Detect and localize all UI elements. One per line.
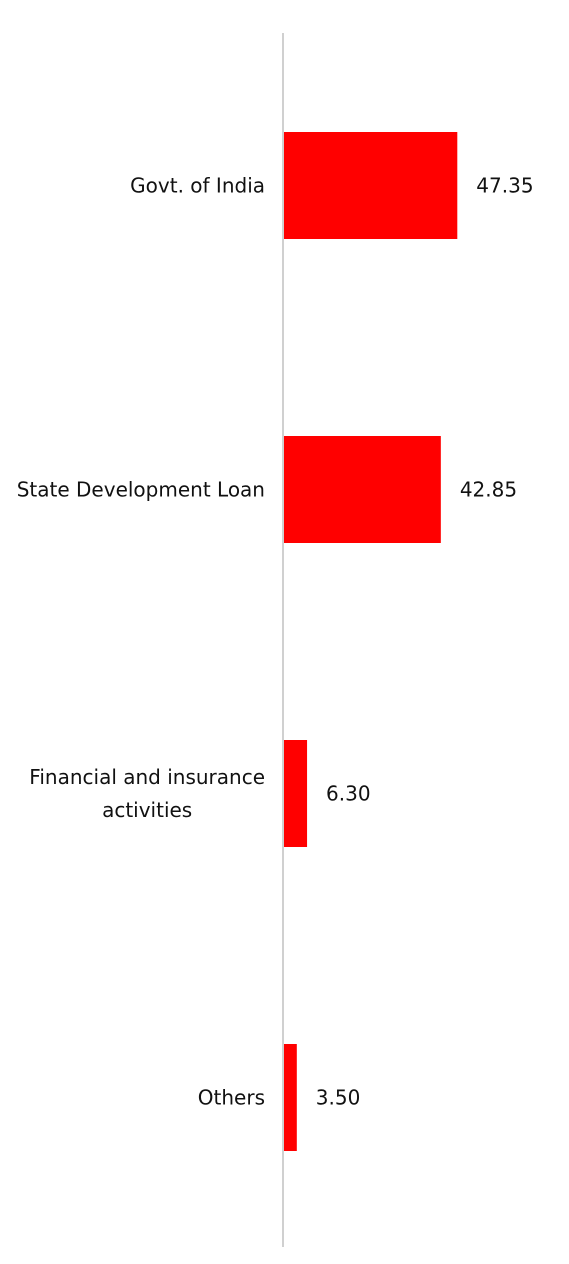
value-label-0: 47.35 bbox=[476, 174, 533, 198]
category-label-3: Others bbox=[198, 1086, 265, 1110]
category-labels-group: Govt. of India State Development Loan Fina… bbox=[17, 174, 265, 1110]
bar-1 bbox=[284, 436, 441, 543]
value-label-1: 42.85 bbox=[460, 478, 517, 502]
category-label-2: Financial and insurance activities bbox=[29, 765, 265, 822]
bar-3 bbox=[284, 1044, 297, 1151]
bar-2 bbox=[284, 740, 308, 847]
value-labels-group: 47.35 42.85 6.30 3.50 bbox=[316, 174, 534, 1110]
value-label-2: 6.30 bbox=[326, 782, 371, 806]
category-label-1: State Development Loan bbox=[17, 478, 265, 502]
value-label-3: 3.50 bbox=[316, 1086, 361, 1110]
category-label-0: Govt. of India bbox=[130, 174, 265, 198]
bar-0 bbox=[284, 132, 458, 239]
bars-group bbox=[284, 132, 458, 1151]
